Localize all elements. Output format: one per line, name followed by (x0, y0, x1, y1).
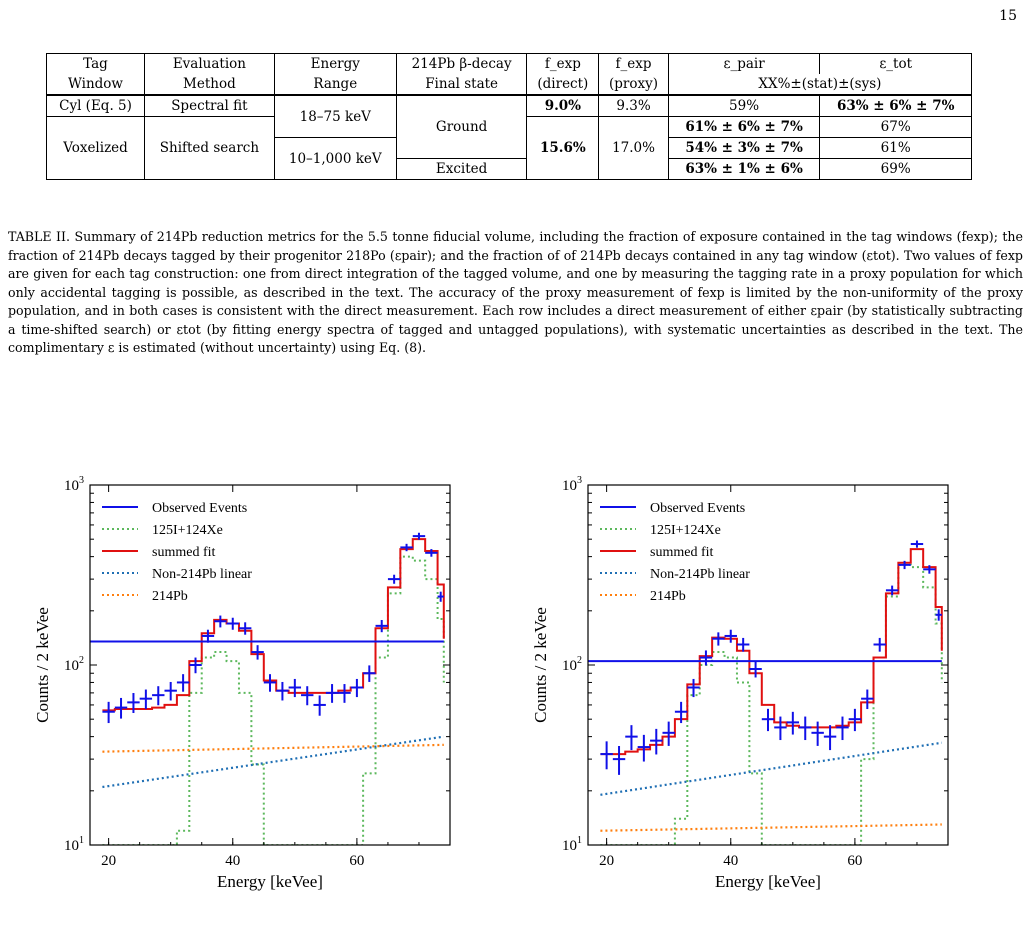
plot-frame (587, 484, 949, 846)
cell-window: Voxelized (45, 116, 146, 180)
header-cell: Range (273, 74, 397, 96)
table-header-row: Window Method Range Final state (direct)… (45, 74, 973, 96)
table-row: Voxelized Shifted search 15.6% 17.0% 61%… (45, 116, 972, 180)
plot-area (90, 532, 445, 845)
series-pb214 (102, 743, 444, 753)
legend-label: 214Pb (650, 589, 686, 604)
x-tick-label: 40 (723, 853, 738, 869)
header-cell: 214Pb β-decay (395, 53, 528, 74)
cell-eps-tot: 61% (819, 137, 972, 159)
x-axis-label: Energy [keVee] (217, 872, 323, 891)
cell-window: Cyl (Eq. 5) (45, 94, 146, 117)
x-axis-label: Energy [keVee] (715, 872, 821, 891)
cell-eps-pair: 63% ± 1% ± 6% (667, 158, 821, 180)
header-cell: ε_pair (667, 53, 821, 74)
y-tick-label: 102 (562, 655, 582, 674)
series-summed-fit (102, 538, 445, 712)
y-tick-label: 103 (562, 475, 582, 494)
legend-label: 125I+124Xe (152, 523, 223, 538)
header-cell: (proxy) (598, 74, 669, 96)
legend-label: Observed Events (650, 501, 745, 516)
header-cell: (direct) (526, 74, 600, 96)
series-iodine-xe (102, 555, 445, 845)
x-tick-label: 20 (101, 853, 116, 869)
legend-label: 214Pb (152, 589, 188, 604)
header-cell: f_exp (526, 53, 600, 74)
table-row: Cyl (Eq. 5) Spectral fit 18–75 keV Groun… (45, 94, 972, 159)
cell-fexp-direct: 9.0% (526, 94, 600, 117)
y-tick-label: 101 (64, 835, 84, 854)
cell-range: 18–75 keV (273, 94, 397, 138)
cell-range: 10–1,000 keV (273, 137, 397, 180)
cell-fexp-proxy: 17.0% (598, 116, 669, 180)
legend: Observed Events 125I+124Xe summed fit Non-2… (600, 501, 750, 604)
cell-eps-pair: 59% (667, 94, 821, 117)
header-cell: Tag (45, 53, 146, 74)
x-tick-label: 60 (349, 853, 364, 869)
y-tick-label: 101 (562, 835, 582, 854)
legend-label: summed fit (650, 545, 713, 560)
legend-label: 125I+124Xe (650, 523, 721, 538)
x-tick-label: 60 (847, 853, 862, 869)
plot-area (588, 540, 943, 845)
header-cell: Evaluation (144, 53, 275, 74)
spectrum-chart-left: 20 40 60 101 102 103 Energy [keVee] Counts / 2 … (33, 475, 451, 891)
x-tick-label: 40 (225, 853, 240, 869)
y-tick-label: 103 (64, 475, 84, 494)
legend-label: Non-214Pb linear (152, 567, 252, 582)
legend: Observed Events 125I+124Xe summed fit Non-2… (102, 501, 252, 604)
header-cell: Final state (395, 74, 528, 96)
header-cell: ε_tot (819, 53, 972, 74)
legend-label: Observed Events (152, 501, 247, 516)
series-iodine-xe (600, 563, 943, 845)
table-header-row: Tag Evaluation Energy 214Pb β-decay f_ex… (45, 53, 972, 74)
y-tick-label: 102 (64, 655, 84, 674)
cell-eps-tot: 63% ± 6% ± 7% (819, 94, 972, 117)
series-non-pb-linear (102, 735, 444, 789)
header-cell: XX%±(stat)±(sys) (667, 74, 973, 96)
series-pb214 (600, 823, 942, 832)
cell-eps-pair: 61% ± 6% ± 7% (667, 116, 821, 138)
series-summed-fit (600, 548, 943, 756)
plot-frame (89, 484, 451, 846)
caption-label: TABLE II. (8, 229, 70, 244)
legend-label: Non-214Pb linear (650, 567, 750, 582)
header-cell: Window (45, 74, 146, 96)
cell-state: Ground (395, 94, 528, 159)
summary-table: Tag Evaluation Energy 214Pb β-decay f_ex… (45, 53, 973, 180)
y-axis-label: Counts / 2 keVee (531, 607, 550, 723)
header-cell: Method (144, 74, 275, 96)
cell-eps-pair: 54% ± 3% ± 7% (667, 137, 821, 159)
cell-fexp-direct: 15.6% (526, 116, 600, 180)
cell-eps-tot: 69% (819, 158, 972, 180)
cell-method: Shifted search (144, 116, 275, 180)
table-caption: TABLE II. Summary of 214Pb reduction met… (8, 228, 1023, 358)
header-cell: f_exp (598, 53, 669, 74)
cell-state: Excited (395, 158, 528, 180)
spectrum-chart-right: 20 40 60 101 102 103 Energy [keVee] Counts / 2 … (531, 475, 949, 891)
table-row: Excited 63% ± 1% ± 6% 69% (47, 158, 972, 180)
cell-eps-tot: 67% (819, 116, 972, 138)
caption-text: Summary of 214Pb reduction metrics for t… (8, 229, 1023, 355)
legend-label: summed fit (152, 545, 215, 560)
cell-method: Spectral fit (144, 94, 275, 117)
header-cell: Energy (273, 53, 397, 74)
page-number: 15 (999, 8, 1017, 24)
y-axis-label: Counts / 2 keVee (33, 607, 52, 723)
cell-fexp-proxy: 9.3% (598, 94, 669, 117)
series-non-pb-linear (600, 741, 942, 796)
x-tick-label: 20 (599, 853, 614, 869)
